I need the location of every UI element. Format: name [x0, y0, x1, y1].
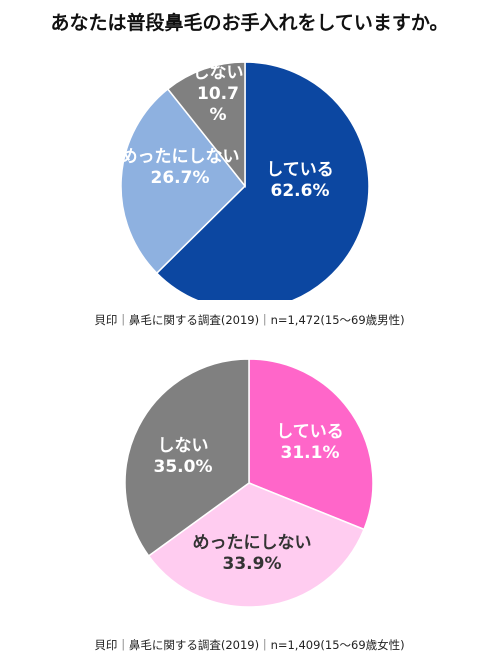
pie-slice-metta-ni-shinai	[147, 482, 365, 608]
female-pie-chart: している 31.1% めったにしない 33.9% しない 35.0% 貝印｜鼻毛に関する調…	[0, 355, 499, 655]
slice-value-label: 31.1%	[281, 443, 340, 463]
slice-category-label: している	[276, 422, 344, 442]
slice-value-label: 33.9%	[223, 554, 282, 574]
male-chart-caption: 貝印｜鼻毛に関する調査(2019)｜n=1,472(15～69歳男性)	[94, 313, 405, 327]
pie-slice-shinai	[166, 61, 246, 189]
slice-value-label: 62.6%	[271, 181, 330, 201]
slice-category-label: めったにしない	[121, 147, 240, 167]
chart-title: あなたは普段鼻毛のお手入れをしていますか。	[50, 12, 449, 34]
slice-value-label: 26.7%	[151, 168, 210, 188]
pie-slice-metta-ni-shinai	[120, 87, 247, 275]
pie-slice-shiteiru	[248, 358, 374, 531]
slice-value-label: 10.7	[197, 84, 239, 104]
slice-category-label: している	[266, 160, 334, 180]
slice-category-label: しない	[158, 436, 209, 456]
slice-category-label: しない	[193, 63, 244, 83]
slice-category-label: めったにしない	[193, 533, 312, 553]
female-chart-caption: 貝印｜鼻毛に関する調査(2019)｜n=1,409(15～69歳女性)	[94, 638, 405, 652]
pie-slice-shinai	[124, 358, 250, 557]
pie-slice-shiteiru	[155, 61, 370, 300]
male-pie-chart: している 62.6% めったにしない 26.7% しない 10.7% 貝印｜鼻毛に関する調…	[0, 40, 499, 340]
slice-value-label: 35.0%	[154, 457, 213, 477]
slice-value-label: %	[209, 105, 226, 125]
